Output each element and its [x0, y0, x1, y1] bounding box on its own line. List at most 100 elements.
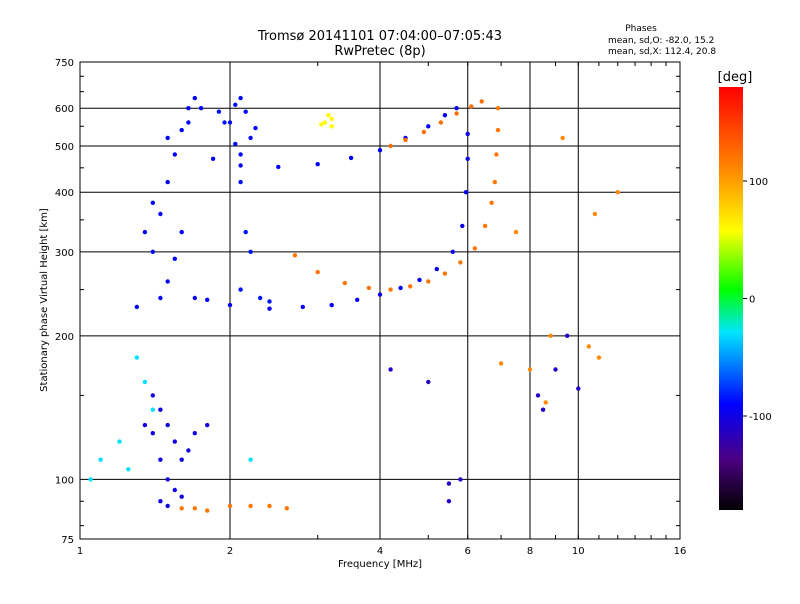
- chart-subtitle: RwPretec (8p): [334, 44, 425, 59]
- data-point: [158, 295, 163, 301]
- data-point: [165, 279, 170, 284]
- colorbar-tick-label: -100: [749, 412, 772, 423]
- data-point: [248, 503, 253, 509]
- data-point: [117, 439, 122, 444]
- data-point: [403, 137, 408, 143]
- data-point: [458, 260, 463, 265]
- data-point: [348, 155, 354, 161]
- data-point: [186, 448, 191, 453]
- data-point: [165, 477, 170, 482]
- x-tick-label: 16: [674, 546, 687, 557]
- data-point: [150, 393, 155, 398]
- data-point: [150, 407, 155, 412]
- data-point: [179, 506, 184, 511]
- data-point: [527, 367, 533, 372]
- data-point: [205, 422, 210, 428]
- data-point: [388, 143, 393, 149]
- data-point: [388, 287, 393, 292]
- data-point: [165, 422, 170, 428]
- data-point: [248, 135, 253, 141]
- data-point: [329, 116, 334, 122]
- data-point: [205, 297, 210, 302]
- data-point: [398, 285, 403, 291]
- data-point: [408, 284, 413, 289]
- data-point: [267, 503, 272, 509]
- data-point: [88, 477, 93, 482]
- data-point: [158, 407, 163, 412]
- data-point: [284, 506, 289, 511]
- data-point: [454, 106, 459, 111]
- data-point: [227, 503, 233, 509]
- data-point: [165, 135, 170, 141]
- data-point: [292, 253, 298, 258]
- x-tick-label: 6: [465, 546, 471, 557]
- data-point: [498, 361, 504, 366]
- data-point: [134, 355, 139, 360]
- data-point: [179, 494, 184, 499]
- data-point: [586, 344, 591, 349]
- data-point: [150, 431, 155, 436]
- y-tick-label: 600: [55, 104, 74, 115]
- data-point: [233, 141, 238, 147]
- phase-box-line-o: mean, sd,O: -82.0, 15.2: [608, 36, 714, 46]
- data-point: [492, 179, 497, 185]
- data-point: [179, 457, 184, 462]
- data-point: [329, 124, 334, 129]
- data-point: [592, 211, 598, 217]
- data-point: [442, 271, 448, 276]
- data-point: [233, 102, 238, 108]
- data-point: [489, 200, 494, 205]
- colorbar-label: [deg]: [718, 70, 753, 85]
- data-point: [535, 393, 541, 398]
- data-point: [355, 297, 360, 302]
- data-point: [565, 333, 570, 338]
- data-point: [553, 367, 558, 372]
- data-point: [388, 367, 393, 372]
- data-point: [463, 190, 469, 195]
- colorbar-tick-label: 0: [749, 295, 755, 306]
- data-point: [434, 266, 439, 272]
- x-tick-label: 4: [377, 546, 383, 557]
- x-tick-label: 10: [572, 546, 585, 557]
- data-point: [142, 422, 148, 428]
- data-point: [222, 120, 227, 125]
- y-axis-ticks: 75 100 200 300 400 500 600 750: [55, 58, 680, 546]
- data-point: [300, 304, 305, 310]
- data-point: [540, 407, 546, 412]
- data-point: [494, 152, 499, 157]
- data-point: [158, 499, 163, 504]
- y-tick-label: 300: [55, 248, 74, 259]
- data-point: [243, 109, 248, 114]
- data-point: [326, 113, 331, 118]
- data-point: [450, 249, 455, 254]
- data-point: [238, 163, 243, 168]
- data-point: [426, 379, 431, 385]
- data-point: [172, 439, 177, 444]
- y-tick-label: 750: [55, 58, 74, 69]
- data-point: [442, 113, 448, 118]
- data-point: [472, 246, 477, 251]
- data-point: [238, 95, 243, 101]
- data-point: [158, 211, 163, 217]
- data-point: [248, 457, 253, 462]
- data-point: [248, 249, 253, 254]
- data-point: [134, 304, 139, 310]
- data-point: [495, 106, 501, 111]
- data-point: [342, 280, 347, 286]
- data-point: [458, 477, 463, 482]
- data-point: [142, 229, 148, 235]
- data-point: [446, 481, 452, 486]
- data-point: [465, 156, 470, 161]
- y-axis-label: Stationary phase Virtual Height [km]: [39, 208, 50, 392]
- data-point: [548, 333, 553, 338]
- data-point: [186, 120, 191, 125]
- data-point: [426, 279, 431, 284]
- phase-box-line-x: mean, sd,X: 112.4, 20.8: [608, 47, 716, 57]
- x-axis-label: Frequency [MHz]: [338, 559, 422, 570]
- data-point: [165, 503, 170, 509]
- data-point: [377, 148, 383, 153]
- data-point: [446, 499, 452, 504]
- colorbar: [719, 87, 743, 510]
- data-point: [258, 295, 263, 301]
- data-point: [179, 229, 184, 235]
